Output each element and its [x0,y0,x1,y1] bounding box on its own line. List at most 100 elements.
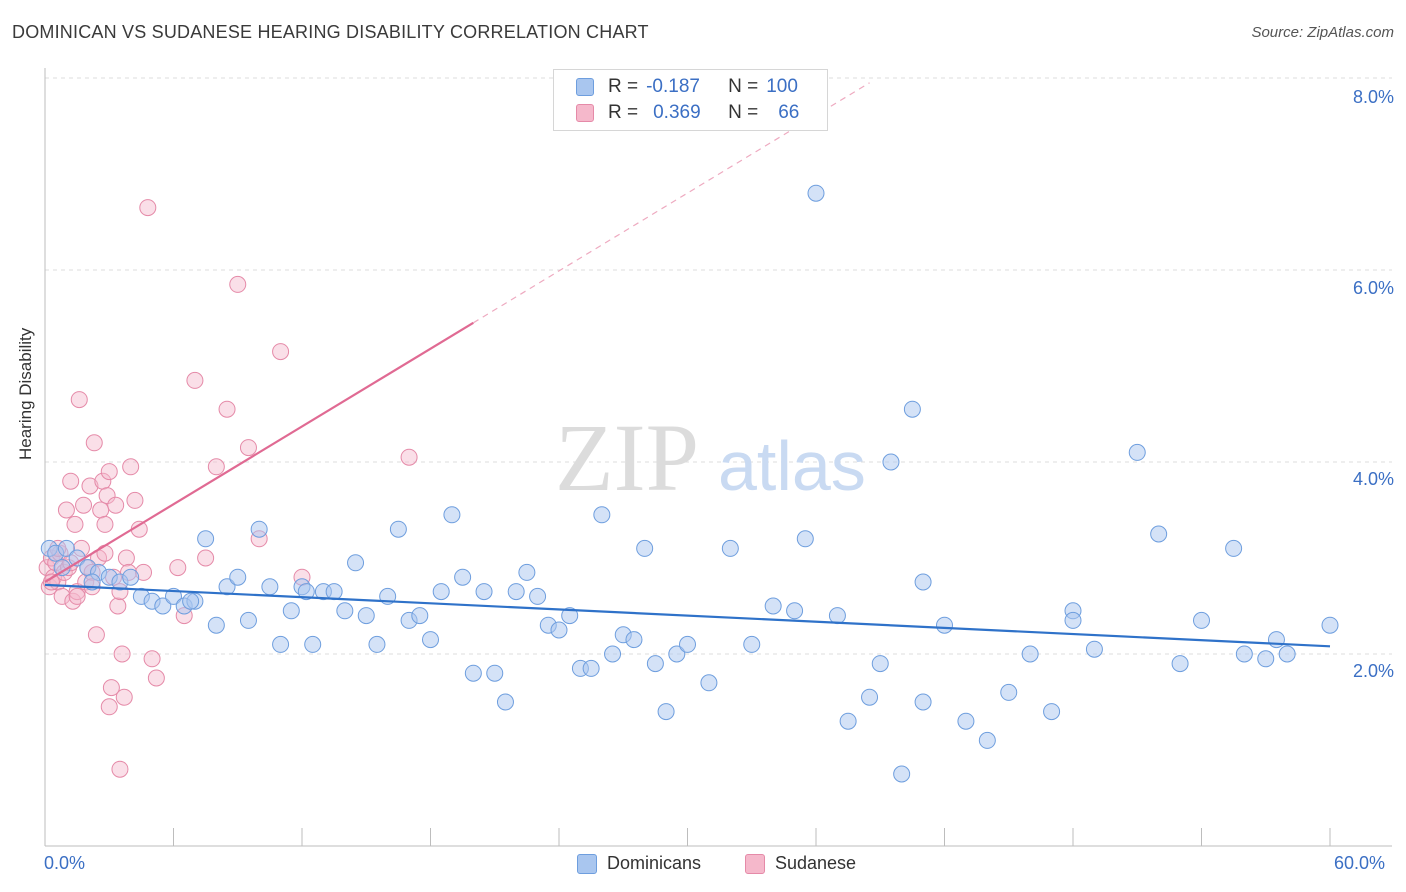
y-tick-label: 2.0% [1352,661,1394,681]
dominicans-point [743,635,761,653]
dominicans-point [1000,683,1018,701]
sudanese-points [38,199,418,778]
dominicans-point [411,607,429,625]
dominicans-point [1150,525,1168,543]
gridlines [45,77,1392,655]
dominicans-point [914,693,932,711]
dominicans-point [1278,645,1296,663]
blue-swatch [576,78,594,96]
sudanese-point [169,559,187,577]
sudanese-point [92,501,110,519]
sudanese-point [207,458,225,476]
source-label: Source: ZipAtlas.com [1251,24,1394,41]
dominicans-points [40,184,1339,783]
sudanese-point [70,391,88,409]
dominicans-point [297,583,315,601]
dominicans-point [1043,703,1061,721]
dominicans-point [828,607,846,625]
sudanese-point [102,679,120,697]
dominicans-point [182,592,200,610]
dominicans-point [347,554,365,572]
dominicans-point [1021,645,1039,663]
dominicans-point [978,731,996,749]
dominicans-point [679,635,696,653]
y-tick-label: 6.0% [1352,278,1394,298]
dominicans-point [893,765,911,783]
sudanese-point [81,477,99,495]
dominicans-point [764,597,782,615]
dominicans-point [1235,645,1253,663]
correlation-legend: R = -0.187 N = 100 R = 0.369 N = 66 [553,69,828,131]
y-axis-label: Hearing Disability [16,327,35,460]
dominicans-point [239,611,257,629]
r-value: -0.187 [646,76,700,97]
watermark-atlas: atlas [718,427,866,505]
dominicans-point [936,616,953,634]
dominicans-point [250,520,268,538]
n-value: 66 [778,102,800,123]
watermark: ZIP atlas [555,404,866,511]
sudanese-point [62,472,80,490]
legend-item-sudanese[interactable]: Sudanese [745,853,856,874]
dominicans-swatch [577,853,597,874]
sudanese-point [111,760,129,778]
sudanese-trend-line [44,321,474,583]
dominicans-point [443,506,461,524]
x-min-label: 0.0% [44,853,86,873]
dominicans-point [1128,443,1146,461]
legend-label-dominicans: Dominicans [607,853,702,873]
r-value: 0.369 [653,102,701,123]
sudanese-point [87,626,105,644]
dominicans-point [422,631,439,649]
dominicans-point [636,539,654,557]
dominicans-point [1257,650,1275,668]
dominicans-point [507,583,525,601]
axes [44,68,1392,847]
dominicans-point [1225,539,1243,557]
r-label: R = [608,102,639,123]
dominicans-point [122,568,140,586]
x-max-label: 60.0% [1334,853,1386,873]
dominicans-point [1267,631,1285,649]
dominicans-point [432,583,450,601]
dominicans-point [165,587,182,605]
dominicans-point [207,616,225,634]
r-label: R = [608,76,639,97]
dominicans-point [882,453,900,471]
dominicans-point [550,621,568,639]
dominicans-point [914,573,932,591]
sudanese-point [186,371,204,389]
sudanese-point [107,496,125,514]
dominicans-point [496,693,514,711]
sudanese-point [115,688,133,706]
dominicans-point [625,631,643,649]
dominicans-point [272,635,290,653]
sudanese-point [122,458,140,476]
dominicans-point [57,539,75,557]
sudanese-point [197,549,215,567]
sudanese-point [96,544,114,562]
n-label: N = [728,76,759,97]
sudanese-point [400,448,418,466]
dominicans-point [218,578,236,596]
dominicans-point [486,664,504,682]
dominicans-point [304,635,322,653]
sudanese-point [143,650,161,668]
sudanese-point [218,400,236,418]
dominicans-point [786,602,804,620]
dominicans-point [454,568,472,586]
sudanese-point [98,487,116,505]
dominicans-point [1321,616,1339,634]
dominicans-point [839,712,857,730]
legend-item-dominicans[interactable]: Dominicans [577,853,701,874]
dominicans-point [871,655,889,673]
dominicans-point [1171,655,1189,673]
dominicans-point [721,539,739,557]
sudanese-point [229,275,247,293]
legend-row-dominicans: R = -0.187 N = 100 [576,74,798,100]
dominicans-point [229,568,247,586]
dominicans-point [807,184,825,202]
dominicans-point [325,583,343,601]
dominicans-point [796,530,814,548]
